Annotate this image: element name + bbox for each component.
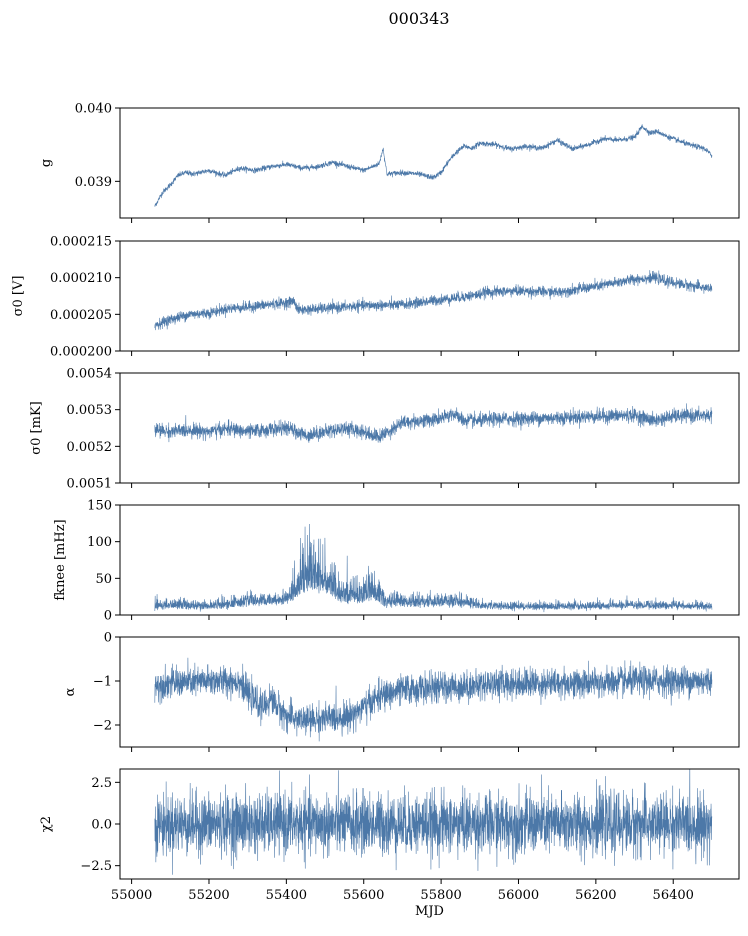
x-tick-label: 56200: [575, 888, 616, 903]
x-tick-label: 55600: [343, 888, 384, 903]
x-axis-label: MJD: [415, 904, 444, 919]
x-tick-label: 55800: [420, 888, 461, 903]
axes-frame: [119, 240, 740, 352]
y-tick-label: 0.0054: [67, 367, 113, 382]
y-axis-label: fknee [mHz]: [53, 519, 68, 600]
y-tick-label: 0.039: [75, 175, 112, 190]
panel-5: −2 −1 0 α: [63, 631, 740, 752]
panel-1: 0.039 0.040 g: [39, 102, 740, 223]
y-tick-label: 100: [87, 535, 112, 550]
y-tick-label: −1: [93, 675, 112, 690]
y-tick-label: 0.000210: [50, 271, 112, 286]
series-line-4: [154, 523, 713, 613]
y-tick-label: 50: [95, 572, 112, 587]
series-line-1: [154, 124, 713, 207]
y-tick-label: 0.000205: [50, 308, 112, 323]
y-tick-label: 0.040: [75, 102, 112, 117]
y-tick-label: 0.0051: [67, 477, 113, 492]
y-axis-label: χ2: [39, 816, 54, 832]
y-tick-label: 0: [104, 609, 112, 624]
y-tick-label: 150: [87, 499, 112, 514]
series-line-5: [154, 657, 713, 742]
axes-frame: [119, 372, 740, 484]
x-tick-label: 56400: [653, 888, 694, 903]
y-tick-label: 0.0053: [67, 403, 113, 418]
x-tick-label: 56000: [498, 888, 539, 903]
panel-3: 0.0051 0.0052 0.0053 0.0054 σ0 [mK]: [29, 367, 740, 492]
series-line-3: [154, 403, 713, 443]
y-tick-label: 0.0: [91, 818, 112, 833]
y-tick-label: 0.0052: [67, 440, 113, 455]
y-axis-label: σ0 [V]: [11, 276, 26, 317]
y-tick-label: 2.5: [91, 776, 112, 791]
axes-frame: [119, 107, 740, 219]
panel-4: 0 50 100 150 fknee [mHz]: [53, 499, 740, 624]
x-tick-label: 55200: [188, 888, 229, 903]
y-tick-label: 0.000215: [50, 235, 112, 250]
series-line-2: [154, 270, 713, 331]
y-axis-label: α: [63, 687, 78, 696]
panel-6: −2.5 0.0 2.5 55000 55200 55400 55600 55800 56000…: [39, 768, 740, 919]
x-tick-label: 55000: [111, 888, 152, 903]
y-axis-label: g: [39, 159, 54, 167]
panels: 0.0390.040g0.0002000.0002050.0002100.000…: [11, 102, 740, 919]
y-axis-label: σ0 [mK]: [29, 401, 44, 454]
y-tick-label: −2: [93, 719, 112, 734]
y-tick-label: 0.000200: [50, 345, 112, 360]
x-tick-label: 55400: [266, 888, 307, 903]
axes-frame: [119, 504, 740, 616]
series-line-6: [154, 769, 713, 875]
axes-frame: [119, 636, 740, 748]
y-tick-label: 0: [104, 631, 112, 646]
panel-2: 0.000200 0.000205 0.000210 0.000215 σ0 [V]: [11, 235, 740, 360]
figure-title: 000343: [388, 9, 449, 28]
y-tick-label: −2.5: [80, 859, 112, 874]
